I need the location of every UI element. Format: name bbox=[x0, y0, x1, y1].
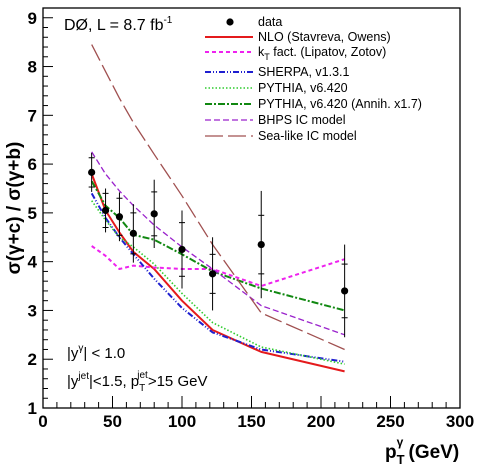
annotation-eta-gamma: |yγ| < 1.0 bbox=[67, 343, 125, 362]
x-tick-label: 250 bbox=[376, 412, 404, 431]
data-marker bbox=[150, 210, 158, 218]
legend-entry-bhps: BHPS IC model bbox=[205, 113, 346, 127]
series-line-1 bbox=[91, 245, 345, 287]
y-tick-label: 1 bbox=[28, 399, 37, 418]
y-tick-label: 6 bbox=[28, 155, 37, 174]
x-tick-label: 100 bbox=[168, 412, 196, 431]
legend-entry-data: data bbox=[226, 15, 282, 29]
y-tick-label: 8 bbox=[28, 58, 37, 77]
data-point bbox=[101, 188, 110, 233]
y-tick-label: 9 bbox=[28, 9, 37, 28]
x-tick-label: 300 bbox=[446, 412, 474, 431]
series-line-2 bbox=[90, 192, 345, 363]
data-marker bbox=[115, 213, 124, 221]
legend-label-kt: kT fact. (Lipatov, Zotov) bbox=[258, 45, 386, 62]
y-tick-label: 7 bbox=[28, 106, 37, 125]
data-point bbox=[150, 179, 158, 248]
x-axis: 0 50 100 150 200 250 300 bbox=[38, 396, 474, 431]
series-line-0 bbox=[90, 173, 345, 373]
x-tick-label: 0 bbox=[38, 412, 47, 431]
legend-entry-sea: Sea-like IC model bbox=[205, 129, 357, 143]
legend-entry-sherpa: SHERPA, v1.3.1 bbox=[205, 65, 350, 79]
data-marker bbox=[178, 245, 186, 254]
data-point bbox=[88, 152, 96, 192]
x-tick-label: 50 bbox=[103, 412, 122, 431]
series-line-5 bbox=[91, 151, 345, 336]
data-point bbox=[115, 192, 124, 242]
y-tick-label: 5 bbox=[28, 204, 37, 223]
data-marker bbox=[129, 229, 137, 237]
legend: data NLO (Stavreva, Owens) kT fact. (Lip… bbox=[205, 15, 422, 143]
y-tick-label: 3 bbox=[28, 301, 37, 320]
x-tick-label: 150 bbox=[237, 412, 265, 431]
data-marker bbox=[341, 287, 349, 295]
data-point bbox=[178, 210, 186, 289]
legend-entry-pythia-annih: PYTHIA, v6.420 (Annih. x1.7) bbox=[205, 97, 422, 111]
y-axis: 1 2 3 4 5 6 7 8 9 bbox=[28, 9, 53, 418]
data-marker bbox=[208, 270, 217, 278]
x-axis-title: pTγ (GeV) bbox=[385, 435, 459, 467]
chart-title: DØ, L = 8.7 fb-1 bbox=[64, 15, 173, 34]
legend-entry-pythia: PYTHIA, v6.420 bbox=[205, 81, 348, 95]
legend-label-pythia: PYTHIA, v6.420 bbox=[258, 81, 348, 95]
data-point bbox=[341, 244, 349, 338]
annotation-eta-jet: |yjet|<1.5, pTjet>15 GeV bbox=[67, 370, 207, 394]
legend-entry-kt: kT fact. (Lipatov, Zotov) bbox=[205, 45, 386, 62]
y-tick-label: 4 bbox=[28, 253, 38, 272]
y-axis-title: σ(γ+c) / σ(γ+b) bbox=[4, 142, 25, 275]
series-line-6 bbox=[91, 44, 345, 351]
legend-label-nlo: NLO (Stavreva, Owens) bbox=[258, 30, 391, 44]
plot-area bbox=[88, 44, 349, 373]
data-marker bbox=[88, 168, 96, 176]
y-tick-label: 2 bbox=[28, 350, 37, 369]
data-point bbox=[129, 204, 137, 263]
legend-label-sea: Sea-like IC model bbox=[258, 129, 357, 143]
legend-label-pythia-annih: PYTHIA, v6.420 (Annih. x1.7) bbox=[258, 97, 422, 111]
legend-label-bhps: BHPS IC model bbox=[258, 113, 346, 127]
data-marker bbox=[101, 206, 110, 215]
legend-label-data: data bbox=[258, 15, 282, 29]
data-marker bbox=[257, 240, 265, 249]
legend-marker-data bbox=[226, 18, 234, 26]
data-point bbox=[257, 190, 265, 299]
data-point bbox=[208, 237, 217, 311]
legend-entry-nlo: NLO (Stavreva, Owens) bbox=[205, 30, 391, 44]
x-tick-label: 200 bbox=[307, 412, 335, 431]
legend-label-sherpa: SHERPA, v1.3.1 bbox=[258, 65, 350, 79]
